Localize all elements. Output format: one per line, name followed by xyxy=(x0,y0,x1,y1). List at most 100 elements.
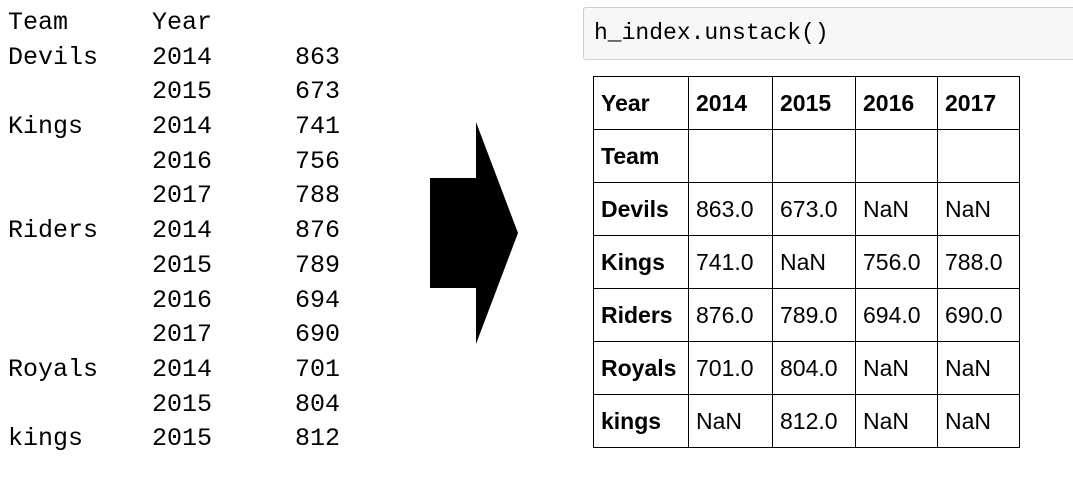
series-year: 2016 xyxy=(152,146,213,176)
columns-label: Year xyxy=(593,76,689,130)
table-cell: NaN xyxy=(937,394,1020,448)
row-index: Devils xyxy=(593,182,689,236)
code-cell[interactable]: h_index.unstack() xyxy=(583,7,1073,60)
index-header-row: Team xyxy=(593,129,1020,183)
series-value: 804 xyxy=(295,389,341,419)
table-cell: 876.0 xyxy=(688,288,773,342)
series-header-year: Year xyxy=(152,8,213,37)
empty-header-cell xyxy=(772,129,856,183)
series-row: 2016 756 xyxy=(8,145,365,180)
row-index: kings xyxy=(593,394,689,448)
empty-header-cell xyxy=(937,129,1020,183)
code-text: h_index.unstack() xyxy=(594,20,829,46)
series-value: 694 xyxy=(295,285,341,315)
series-team xyxy=(8,145,152,180)
series-year: 2014 xyxy=(152,112,213,142)
series-row: Royals 2014 701 xyxy=(8,353,365,388)
table-cell: 812.0 xyxy=(772,394,856,448)
series-team xyxy=(8,284,152,319)
series-header-row: Team Year xyxy=(8,6,365,41)
series-row: 2015 673 xyxy=(8,75,365,110)
table-cell: 756.0 xyxy=(855,235,938,289)
table-cell: NaN xyxy=(855,182,938,236)
series-value: 876 xyxy=(295,216,341,246)
series-team: Riders xyxy=(8,216,99,246)
series-team: kings xyxy=(8,424,84,454)
table-cell: 694.0 xyxy=(855,288,938,342)
series-header-value xyxy=(295,6,365,41)
table-cell: NaN xyxy=(937,182,1020,236)
series-row: Riders 2014 876 xyxy=(8,214,365,249)
series-value: 812 xyxy=(295,424,341,454)
series-row: 2015 789 xyxy=(8,249,365,284)
table-row: Royals 701.0 804.0 NaN NaN xyxy=(593,341,1020,395)
series-team xyxy=(8,75,152,110)
table-cell: 863.0 xyxy=(688,182,773,236)
series-team xyxy=(8,318,152,353)
series-value: 788 xyxy=(295,181,341,211)
series-row: 2017 690 xyxy=(8,318,365,353)
series-year: 2015 xyxy=(152,77,213,107)
series-year: 2015 xyxy=(152,424,213,454)
series-team: Kings xyxy=(8,112,84,142)
empty-header-cell xyxy=(855,129,938,183)
table-row: kings NaN 812.0 NaN NaN xyxy=(593,394,1020,448)
series-year: 2014 xyxy=(152,216,213,246)
column-header: 2016 xyxy=(855,76,938,130)
table-row: Devils 863.0 673.0 NaN NaN xyxy=(593,182,1020,236)
series-value: 673 xyxy=(295,77,341,107)
empty-header-cell xyxy=(688,129,773,183)
series-year: 2015 xyxy=(152,250,213,280)
table-cell: NaN xyxy=(855,394,938,448)
series-row: Devils 2014 863 xyxy=(8,41,365,76)
table-cell: 804.0 xyxy=(772,341,856,395)
table-cell: 673.0 xyxy=(772,182,856,236)
series-value: 789 xyxy=(295,250,341,280)
series-header-team: Team xyxy=(8,8,69,37)
series-row: kings 2015 812 xyxy=(8,422,365,457)
row-index: Royals xyxy=(593,341,689,395)
table-cell: 701.0 xyxy=(688,341,773,395)
series-year: 2017 xyxy=(152,320,213,350)
table-cell: 789.0 xyxy=(772,288,856,342)
row-index: Riders xyxy=(593,288,689,342)
dataframe-table: Year 2014 2015 2016 2017 Team Devils 863… xyxy=(593,76,1020,448)
series-team xyxy=(8,388,152,423)
row-index: Kings xyxy=(593,235,689,289)
series-year: 2014 xyxy=(152,42,213,72)
series-team xyxy=(8,179,152,214)
series-value: 701 xyxy=(295,354,341,384)
index-label: Team xyxy=(593,129,689,183)
table-row: Riders 876.0 789.0 694.0 690.0 xyxy=(593,288,1020,342)
table-cell: 690.0 xyxy=(937,288,1020,342)
columns-header-row: Year 2014 2015 2016 2017 xyxy=(593,76,1020,130)
table-cell: NaN xyxy=(772,235,856,289)
series-year: 2014 xyxy=(152,354,213,384)
column-header: 2014 xyxy=(688,76,773,130)
series-team: Devils xyxy=(8,42,99,72)
series-row: 2017 788 xyxy=(8,179,365,214)
column-header: 2017 xyxy=(937,76,1020,130)
table-cell: 741.0 xyxy=(688,235,773,289)
table-cell: NaN xyxy=(855,341,938,395)
series-row: 2016 694 xyxy=(8,284,365,319)
table-cell: 788.0 xyxy=(937,235,1020,289)
series-value: 690 xyxy=(295,320,341,350)
table-cell: NaN xyxy=(688,394,773,448)
right-arrow-icon xyxy=(430,122,518,344)
column-header: 2015 xyxy=(772,76,856,130)
series-value: 741 xyxy=(295,112,341,142)
table-row: Kings 741.0 NaN 756.0 788.0 xyxy=(593,235,1020,289)
series-year: 2016 xyxy=(152,285,213,315)
series-value: 863 xyxy=(295,42,341,72)
series-output: Team Year Devils 2014 863 2015 673 Kings… xyxy=(8,6,365,457)
series-row: 2015 804 xyxy=(8,388,365,423)
series-year: 2017 xyxy=(152,181,213,211)
series-value: 756 xyxy=(295,146,341,176)
series-year: 2015 xyxy=(152,389,213,419)
table-cell: NaN xyxy=(937,341,1020,395)
series-team: Royals xyxy=(8,354,99,384)
arrow-shape xyxy=(430,122,518,344)
series-team xyxy=(8,249,152,284)
series-row: Kings 2014 741 xyxy=(8,110,365,145)
